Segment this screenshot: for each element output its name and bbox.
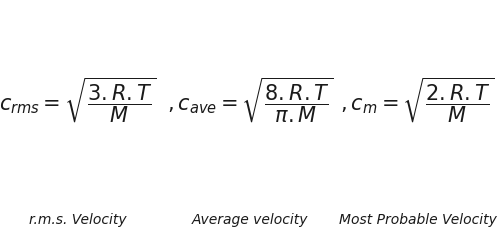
Text: $,c_{m} = \sqrt{\dfrac{2.R.T}{M}}$: $,c_{m} = \sqrt{\dfrac{2.R.T}{M}}$ [340,75,494,125]
Text: Most Probable Velocity: Most Probable Velocity [338,213,496,227]
Text: $c_{\mathrm{\mathit{rms}}} = \sqrt{\dfrac{3.R.T}{M}}$: $c_{\mathrm{\mathit{rms}}} = \sqrt{\dfra… [0,75,156,125]
Text: Average velocity: Average velocity [192,213,308,227]
Text: $,c_{\mathrm{\mathit{ave}}} = \sqrt{\dfrac{8.R.T}{\pi.M}}$: $,c_{\mathrm{\mathit{ave}}} = \sqrt{\dfr… [166,75,334,125]
Text: r.m.s. Velocity: r.m.s. Velocity [28,213,126,227]
